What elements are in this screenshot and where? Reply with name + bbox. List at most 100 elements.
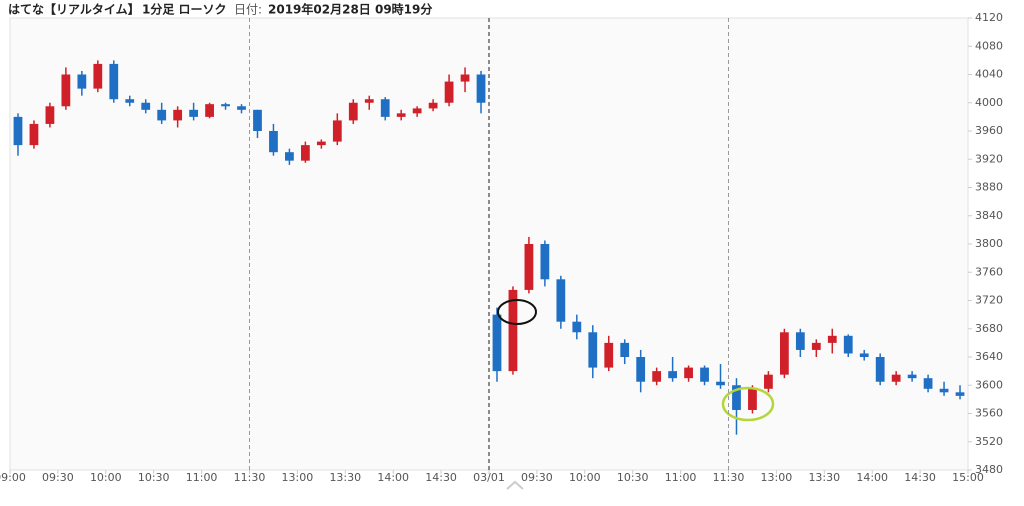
candle-body [380, 99, 390, 117]
candle-body [476, 74, 486, 103]
candle-body [764, 374, 773, 389]
y-tick-label: 3960 [975, 124, 1003, 137]
candle-body [189, 109, 199, 117]
candle-body [843, 335, 853, 354]
candle-body [428, 102, 438, 109]
x-tick-label: 14:30 [425, 471, 457, 484]
candle-body [125, 99, 135, 103]
candle-body [444, 81, 454, 103]
x-tick-label: 11:00 [186, 471, 218, 484]
y-tick-label: 3520 [975, 435, 1003, 448]
candle-body [316, 141, 326, 146]
candle-body [939, 388, 949, 393]
scroll-caret[interactable] [506, 480, 524, 490]
candle-body [811, 342, 821, 350]
candle-body [492, 314, 502, 372]
candle-body [109, 63, 119, 100]
x-tick-label: 09:30 [521, 471, 553, 484]
candle-body [907, 374, 917, 379]
x-tick-label: 14:30 [904, 471, 936, 484]
y-tick-label: 4080 [975, 39, 1003, 52]
candle-body [508, 289, 518, 372]
candle-body [237, 106, 246, 110]
x-tick-label: 11:30 [234, 471, 266, 484]
x-tick-label: 10:00 [569, 471, 601, 484]
candle-body [141, 102, 151, 110]
x-tick-label: 13:00 [282, 471, 314, 484]
y-tick-label: 3800 [975, 237, 1003, 250]
candle-body [795, 332, 805, 350]
x-tick-label: 09:30 [42, 471, 74, 484]
annotation-circle [721, 386, 775, 422]
candle-body [540, 244, 550, 280]
candle-body [205, 104, 214, 117]
x-tick-label: 09:00 [0, 471, 26, 484]
annotation-circle [497, 299, 537, 325]
candle-body [173, 109, 183, 121]
y-tick-label: 3680 [975, 322, 1003, 335]
candle-body [45, 106, 55, 124]
x-tick-label: 10:00 [90, 471, 122, 484]
date-label: 日付: [234, 3, 262, 17]
candle-body [668, 371, 678, 379]
candle-body [285, 152, 294, 161]
candle-body [700, 367, 709, 382]
y-tick-label: 3760 [975, 265, 1003, 278]
candle-body [221, 104, 230, 107]
y-tick-label: 3640 [975, 350, 1003, 363]
candle-body [157, 109, 167, 121]
x-tick-label: 14:00 [377, 471, 409, 484]
candle-body [300, 145, 310, 161]
candle-body [684, 367, 693, 379]
x-tick-label: 15:00 [952, 471, 984, 484]
candle-body [61, 74, 71, 107]
y-tick-label: 3560 [975, 407, 1003, 420]
candle-body [652, 371, 662, 382]
candle-body [412, 108, 422, 114]
x-tick-label: 03/01 [473, 471, 505, 484]
chart-subtitle: 1分足 ローソク [142, 2, 227, 17]
candle-body [77, 74, 87, 89]
x-tick-label: 11:00 [665, 471, 697, 484]
y-tick-label: 3720 [975, 294, 1003, 307]
y-tick-label: 4120 [975, 11, 1003, 24]
x-tick-label: 14:00 [856, 471, 888, 484]
y-tick-label: 4040 [975, 68, 1003, 81]
candle-body [253, 109, 262, 131]
candle-body [269, 131, 278, 153]
candle-body [716, 381, 725, 386]
y-tick-label: 3480 [975, 463, 1003, 476]
candle-body [875, 357, 885, 382]
candle-body [93, 63, 103, 89]
y-tick-label: 3600 [975, 378, 1003, 391]
y-tick-label: 4000 [975, 96, 1003, 109]
x-tick-label: 13:30 [808, 471, 840, 484]
candle-body [364, 99, 374, 103]
candle-body [827, 335, 837, 343]
x-tick-label: 11:30 [713, 471, 745, 484]
y-tick-label: 3880 [975, 181, 1003, 194]
candle-body [604, 342, 614, 368]
candle-body [923, 378, 933, 389]
candle-body [859, 353, 869, 357]
candle-body [396, 113, 406, 117]
candle-body [955, 392, 965, 396]
candle-body [556, 279, 566, 322]
candle-body [460, 74, 470, 82]
candle-body [620, 342, 630, 357]
candle-body [748, 388, 757, 410]
candle-body [13, 116, 23, 146]
candle-body [891, 374, 901, 382]
y-tick-label: 3920 [975, 152, 1003, 165]
x-tick-label: 13:30 [329, 471, 361, 484]
x-tick-label: 10:30 [617, 471, 649, 484]
candle-body [348, 102, 358, 121]
x-tick-label: 10:30 [138, 471, 170, 484]
y-tick-label: 3840 [975, 209, 1003, 222]
candle-body [572, 321, 582, 333]
candle-body [636, 357, 646, 382]
candle-body [332, 120, 342, 142]
candle-body [588, 332, 598, 368]
candle-body [524, 244, 534, 290]
